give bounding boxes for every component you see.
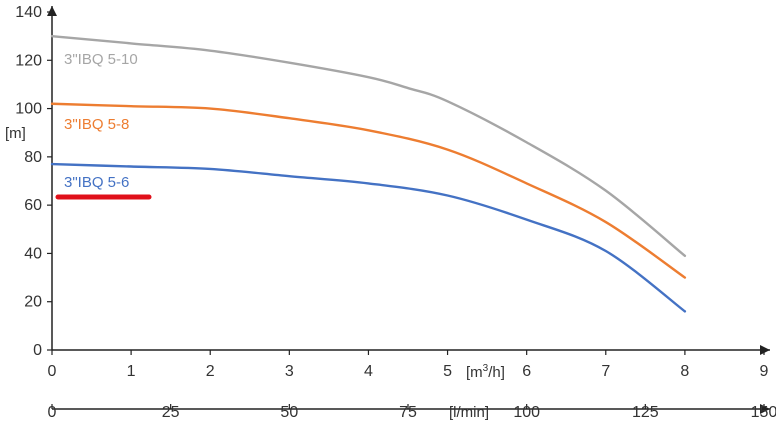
x-axis-secondary-unit-label: [l/min] [449,404,489,421]
x-primary-tick-label: 0 [48,363,57,380]
y-tick-label: 20 [24,294,42,311]
x-secondary-tick-label: 125 [632,404,659,421]
y-tick-label: 140 [15,4,42,21]
x-primary-tick-label: 4 [364,363,373,380]
series-line-0 [50,34,687,258]
axes-layer [47,6,770,414]
x-secondary-tick-label: 0 [48,404,57,421]
series-layer [50,34,687,313]
x-secondary-tick-label: 50 [280,404,298,421]
series-label-0: 3"IBQ 5-10 [64,51,138,68]
series-line-2 [50,162,687,313]
x-secondary-tick-label: 150 [751,404,776,421]
series-line-1 [50,102,687,279]
x-primary-tick-label: 5 [443,363,452,380]
x-primary-tick-label: 9 [760,363,769,380]
x-primary-tick-label: 7 [601,363,610,380]
y-tick-label: 120 [15,52,42,69]
x-primary-tick-label: 8 [680,363,689,380]
x-primary-tick-label: 1 [127,363,136,380]
y-axis-unit-label: [m] [5,125,26,142]
x-axis-primary-unit-label: [m3/h] [466,363,505,381]
y-tick-label: 100 [15,101,42,118]
x-primary-tick-label: 3 [285,363,294,380]
x-secondary-tick-label: 25 [162,404,180,421]
series-label-1: 3"IBQ 5-8 [64,116,129,133]
y-tick-label: 0 [33,342,42,359]
x-secondary-tick-label: 100 [513,404,540,421]
x-primary-tick-label: 6 [522,363,531,380]
x-secondary-tick-label: 75 [399,404,417,421]
labels-layer: 0 20 40 60 80 100 120 140 [m] 0 1 2 3 4 5 6 7 8 9 [m3/h] 0 25… [5,4,776,421]
series-label-2: 3"IBQ 5-6 [64,174,129,191]
y-tick-label: 80 [24,149,42,166]
y-tick-label: 60 [24,197,42,214]
y-tick-label: 40 [24,245,42,262]
x-primary-tick-label: 2 [206,363,215,380]
